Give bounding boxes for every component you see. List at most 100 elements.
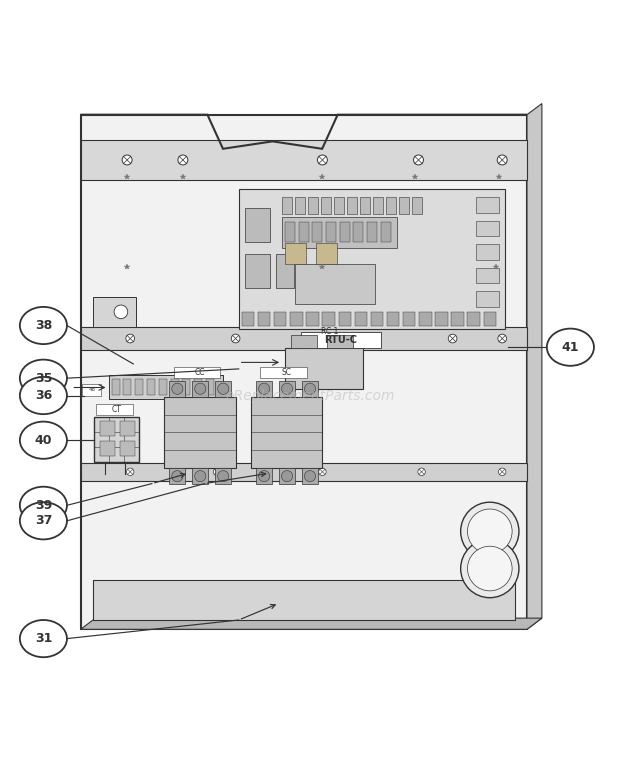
- Circle shape: [195, 383, 206, 394]
- Bar: [355, 312, 367, 326]
- Bar: [435, 312, 448, 326]
- Bar: [93, 297, 136, 327]
- Circle shape: [498, 334, 507, 343]
- Bar: [276, 254, 294, 288]
- Bar: [174, 367, 220, 378]
- Bar: [412, 197, 422, 214]
- Circle shape: [317, 155, 327, 165]
- Bar: [419, 312, 432, 326]
- Bar: [123, 380, 131, 395]
- Text: RTU-C: RTU-C: [324, 336, 358, 346]
- Bar: [215, 381, 231, 397]
- Ellipse shape: [547, 329, 594, 366]
- Bar: [353, 222, 363, 242]
- Bar: [334, 197, 344, 214]
- Bar: [170, 380, 179, 395]
- Bar: [192, 468, 208, 484]
- Bar: [215, 468, 231, 484]
- Circle shape: [467, 546, 512, 591]
- Circle shape: [259, 383, 270, 394]
- Bar: [301, 332, 381, 349]
- Bar: [285, 349, 363, 389]
- Text: 39: 39: [35, 499, 52, 512]
- Ellipse shape: [20, 377, 67, 414]
- Bar: [96, 404, 133, 415]
- Bar: [194, 380, 202, 395]
- Bar: [476, 268, 499, 284]
- Text: 48: 48: [88, 388, 95, 392]
- Bar: [81, 327, 527, 350]
- Bar: [373, 197, 383, 214]
- Bar: [451, 312, 464, 326]
- Circle shape: [122, 155, 132, 165]
- Bar: [239, 189, 505, 329]
- Bar: [299, 222, 309, 242]
- Bar: [112, 380, 120, 395]
- Circle shape: [498, 468, 506, 476]
- Circle shape: [414, 155, 423, 165]
- Bar: [285, 243, 306, 264]
- Bar: [147, 380, 155, 395]
- Circle shape: [281, 383, 293, 394]
- Bar: [159, 380, 167, 395]
- Bar: [399, 197, 409, 214]
- Bar: [100, 421, 115, 436]
- Text: CC: CC: [195, 368, 205, 377]
- Bar: [367, 222, 377, 242]
- Polygon shape: [81, 115, 527, 629]
- Circle shape: [461, 539, 519, 598]
- Circle shape: [172, 383, 183, 394]
- Circle shape: [195, 470, 206, 482]
- Circle shape: [304, 470, 316, 482]
- Polygon shape: [527, 104, 542, 629]
- Bar: [169, 468, 185, 484]
- Circle shape: [418, 468, 425, 476]
- Circle shape: [114, 305, 128, 319]
- Circle shape: [319, 468, 326, 476]
- Ellipse shape: [20, 487, 67, 524]
- Bar: [347, 197, 357, 214]
- Bar: [135, 380, 143, 395]
- Bar: [120, 421, 135, 436]
- Circle shape: [178, 155, 188, 165]
- Ellipse shape: [20, 307, 67, 344]
- Bar: [476, 197, 499, 212]
- Circle shape: [467, 509, 512, 553]
- Text: SC: SC: [281, 368, 292, 377]
- Text: RC 1: RC 1: [321, 326, 339, 336]
- Bar: [476, 291, 499, 307]
- Text: 31: 31: [35, 632, 52, 645]
- Bar: [285, 222, 295, 242]
- Circle shape: [497, 155, 507, 165]
- Bar: [256, 468, 272, 484]
- Bar: [81, 463, 527, 480]
- Bar: [322, 312, 335, 326]
- Bar: [403, 312, 415, 326]
- Bar: [282, 217, 397, 248]
- Circle shape: [259, 470, 270, 482]
- Ellipse shape: [20, 502, 67, 539]
- Bar: [302, 381, 318, 397]
- Bar: [82, 384, 101, 396]
- Bar: [182, 380, 190, 395]
- Circle shape: [172, 470, 183, 482]
- Text: 35: 35: [35, 372, 52, 384]
- Bar: [326, 222, 336, 242]
- Text: eReplacementParts.com: eReplacementParts.com: [225, 388, 395, 402]
- Bar: [108, 375, 223, 398]
- Bar: [476, 244, 499, 260]
- Bar: [279, 381, 295, 397]
- Circle shape: [218, 383, 229, 394]
- Ellipse shape: [20, 360, 67, 397]
- Ellipse shape: [20, 620, 67, 657]
- Bar: [387, 312, 399, 326]
- Circle shape: [126, 468, 134, 476]
- Circle shape: [218, 470, 229, 482]
- Bar: [245, 208, 270, 242]
- Bar: [206, 380, 214, 395]
- Text: 37: 37: [35, 515, 52, 527]
- Bar: [340, 222, 350, 242]
- Bar: [81, 140, 527, 180]
- Bar: [360, 197, 370, 214]
- Circle shape: [448, 334, 457, 343]
